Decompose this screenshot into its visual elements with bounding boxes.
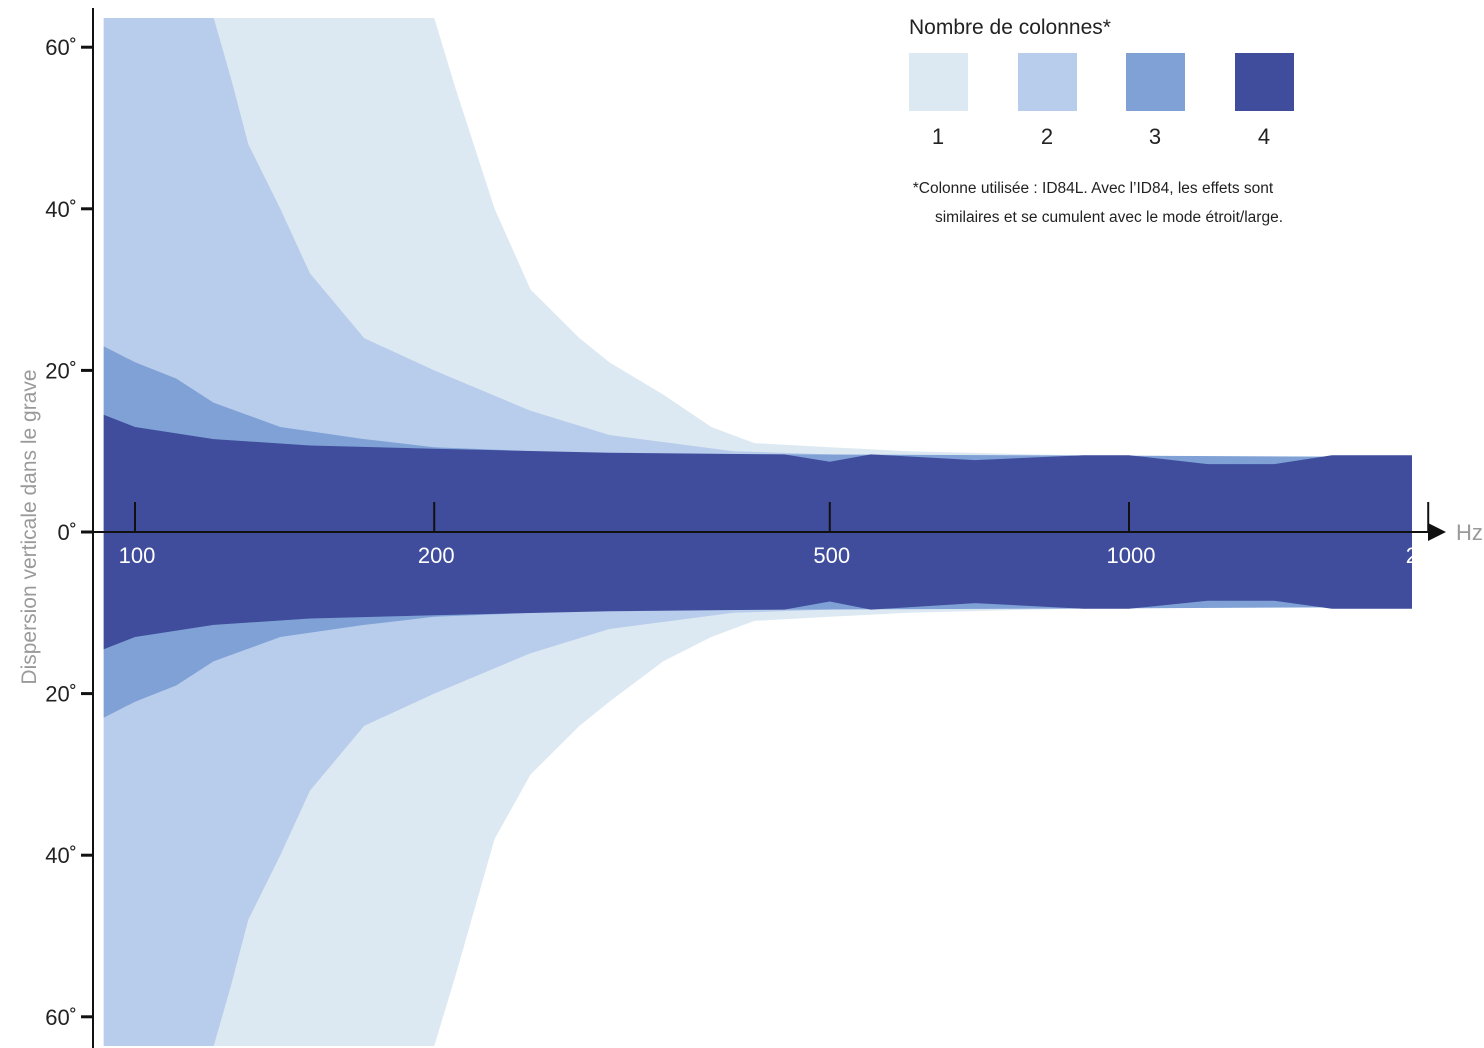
x-tick-label-500: 500 bbox=[813, 543, 850, 568]
legend: Nombre de colonnes* 1 2 3 4 *Colonne utilis… bbox=[909, 16, 1294, 226]
legend-label-1: 1 bbox=[932, 124, 944, 149]
legend-swatch-1 bbox=[909, 53, 968, 111]
legend-label-4: 4 bbox=[1258, 124, 1270, 149]
legend-label-3: 3 bbox=[1149, 124, 1161, 149]
y-tick-lower-20-label: 20˚ bbox=[45, 682, 77, 707]
y-tick-upper-60-label: 60˚ bbox=[45, 35, 77, 60]
legend-label-2: 2 bbox=[1041, 124, 1053, 149]
legend-title: Nombre de colonnes* bbox=[909, 16, 1111, 39]
legend-swatch-2 bbox=[1018, 53, 1077, 111]
y-tick-upper-20-label: 20˚ bbox=[45, 358, 77, 383]
y-ticks: 60˚ 40˚ 20˚ 0˚ 20˚ 40˚ 60˚ bbox=[45, 35, 93, 1030]
x-tick-label-1000: 1000 bbox=[1107, 543, 1156, 568]
x-axis-arrow-icon bbox=[1428, 523, 1446, 541]
y-tick-upper-40-label: 40˚ bbox=[45, 197, 77, 222]
x-tick-label-2000: 2000 bbox=[1406, 543, 1455, 568]
legend-swatch-3 bbox=[1126, 53, 1185, 111]
x-unit-label: Hz bbox=[1456, 520, 1483, 545]
axes bbox=[92, 8, 1446, 1048]
y-tick-lower-60-label: 60˚ bbox=[45, 1005, 77, 1030]
legend-items: 1 2 3 4 bbox=[909, 53, 1294, 149]
x-tick-label-200: 200 bbox=[418, 543, 455, 568]
legend-note-line2: similaires et se cumulent avec le mode é… bbox=[935, 209, 1283, 226]
y-tick-upper-0-label: 0˚ bbox=[57, 520, 77, 545]
x-ticks: 100 200 500 1000 2000 bbox=[119, 502, 1455, 568]
y-axis-label: Dispersion verticale dans le grave bbox=[18, 369, 41, 684]
y-tick-lower-40-label: 40˚ bbox=[45, 843, 77, 868]
legend-note-line1: *Colonne utilisée : ID84L. Avec l’ID84, … bbox=[913, 180, 1274, 197]
x-tick-label-100: 100 bbox=[119, 543, 156, 568]
legend-swatch-4 bbox=[1235, 53, 1294, 111]
